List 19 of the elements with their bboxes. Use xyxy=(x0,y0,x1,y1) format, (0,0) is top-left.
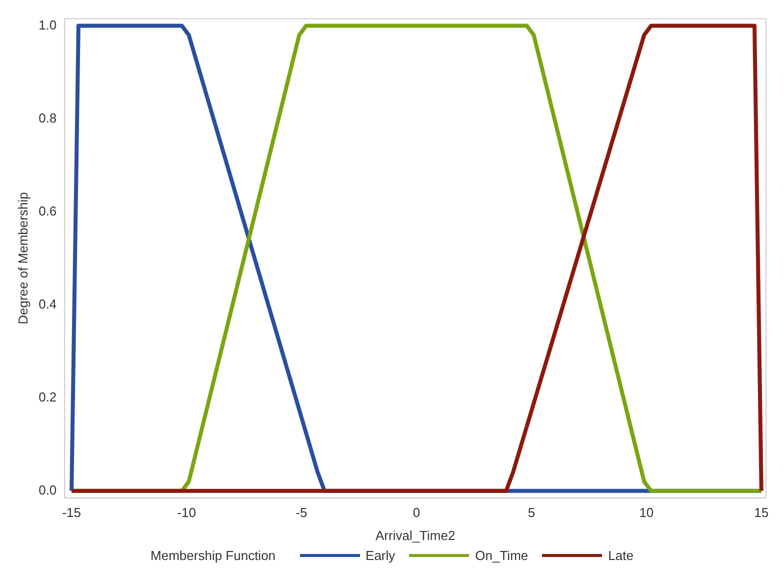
x-tick-label: 10 xyxy=(639,505,654,520)
legend-title: Membership Function xyxy=(150,548,276,563)
legend-label: Late xyxy=(608,548,634,563)
legend-label: Early xyxy=(366,548,396,563)
legend-label: On_Time xyxy=(475,548,528,563)
x-tick-label: -15 xyxy=(62,505,81,520)
y-tick-label: 0.0 xyxy=(38,482,57,498)
y-tick-label: 0.4 xyxy=(38,296,57,312)
x-tick-label: -10 xyxy=(177,505,196,520)
x-axis-title: Arrival_Time2 xyxy=(375,528,456,543)
y-tick-label: 0.6 xyxy=(38,203,57,218)
y-tick-label: 1.0 xyxy=(38,17,57,32)
y-axis-title: Degree of Membership xyxy=(15,192,30,324)
x-tick-label: 0 xyxy=(412,505,420,520)
y-tick-label: 0.8 xyxy=(38,110,57,126)
x-tick-label: 15 xyxy=(754,505,769,520)
x-tick-label: 5 xyxy=(528,505,536,520)
y-tick-label: 0.2 xyxy=(38,389,57,404)
x-tick-label: -5 xyxy=(296,505,308,520)
